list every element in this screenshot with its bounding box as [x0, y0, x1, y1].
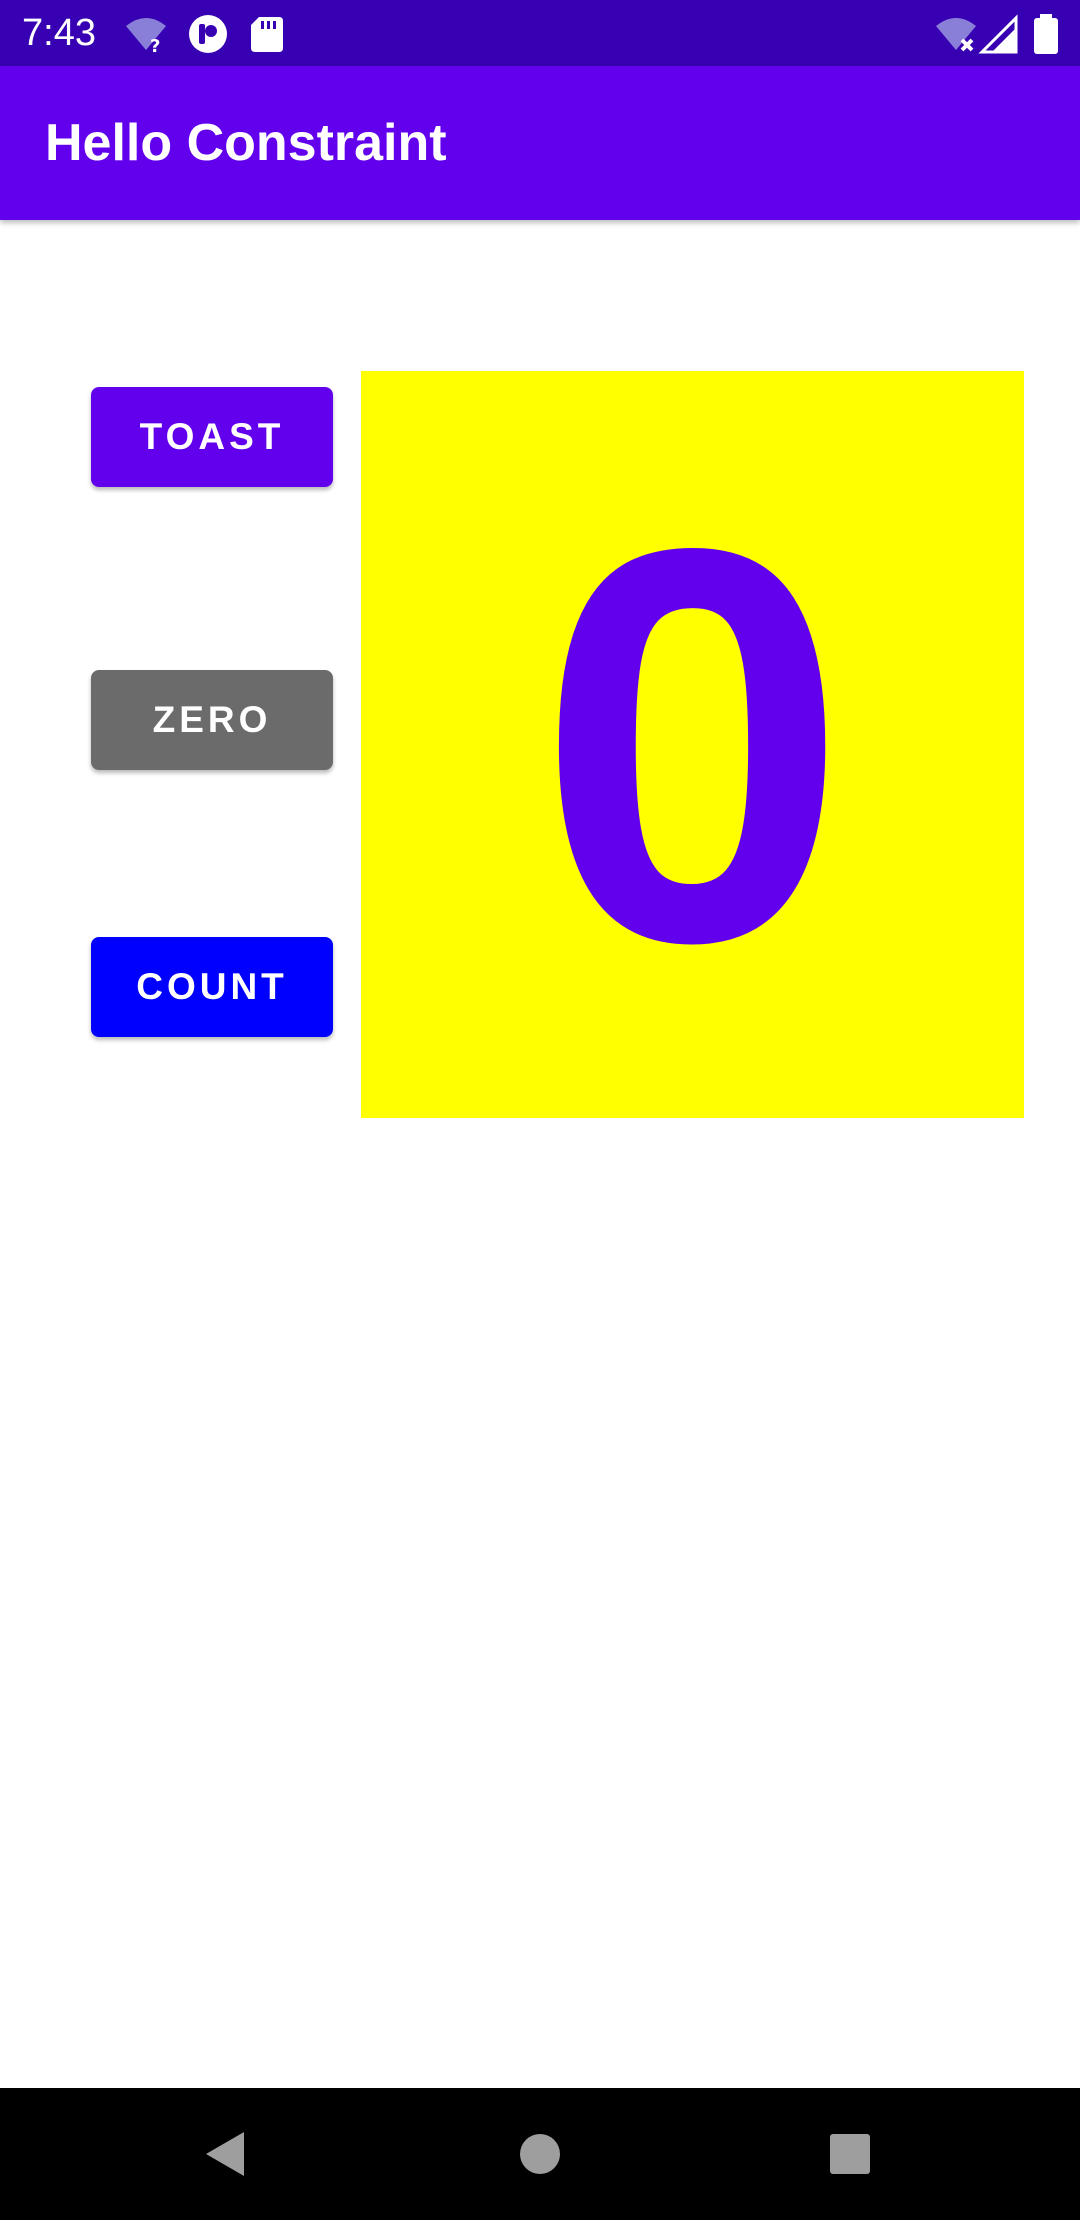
back-icon[interactable] [190, 2118, 262, 2190]
count-button[interactable]: COUNT [91, 937, 333, 1037]
count-value: 0 [536, 431, 849, 1058]
cell-signal-icon [978, 12, 1022, 56]
status-bar: 7:43 ? [0, 0, 1080, 66]
home-icon[interactable] [504, 2118, 576, 2190]
app-title: Hello Constraint [45, 114, 447, 172]
battery-icon [1028, 12, 1064, 56]
wifi-off-icon [934, 12, 978, 56]
zero-button[interactable]: ZERO [91, 670, 333, 770]
app-bar: Hello Constraint [0, 66, 1080, 220]
count-panel: 0 [361, 371, 1024, 1118]
toast-button[interactable]: TOAST [91, 387, 333, 487]
recents-icon[interactable] [814, 2118, 886, 2190]
svg-text:?: ? [150, 36, 160, 56]
status-time: 7:43 [22, 12, 96, 54]
navigation-bar [0, 2088, 1080, 2220]
app-notification-icon [186, 12, 230, 56]
wifi-question-icon: ? [124, 12, 168, 56]
sd-card-icon [245, 12, 289, 56]
